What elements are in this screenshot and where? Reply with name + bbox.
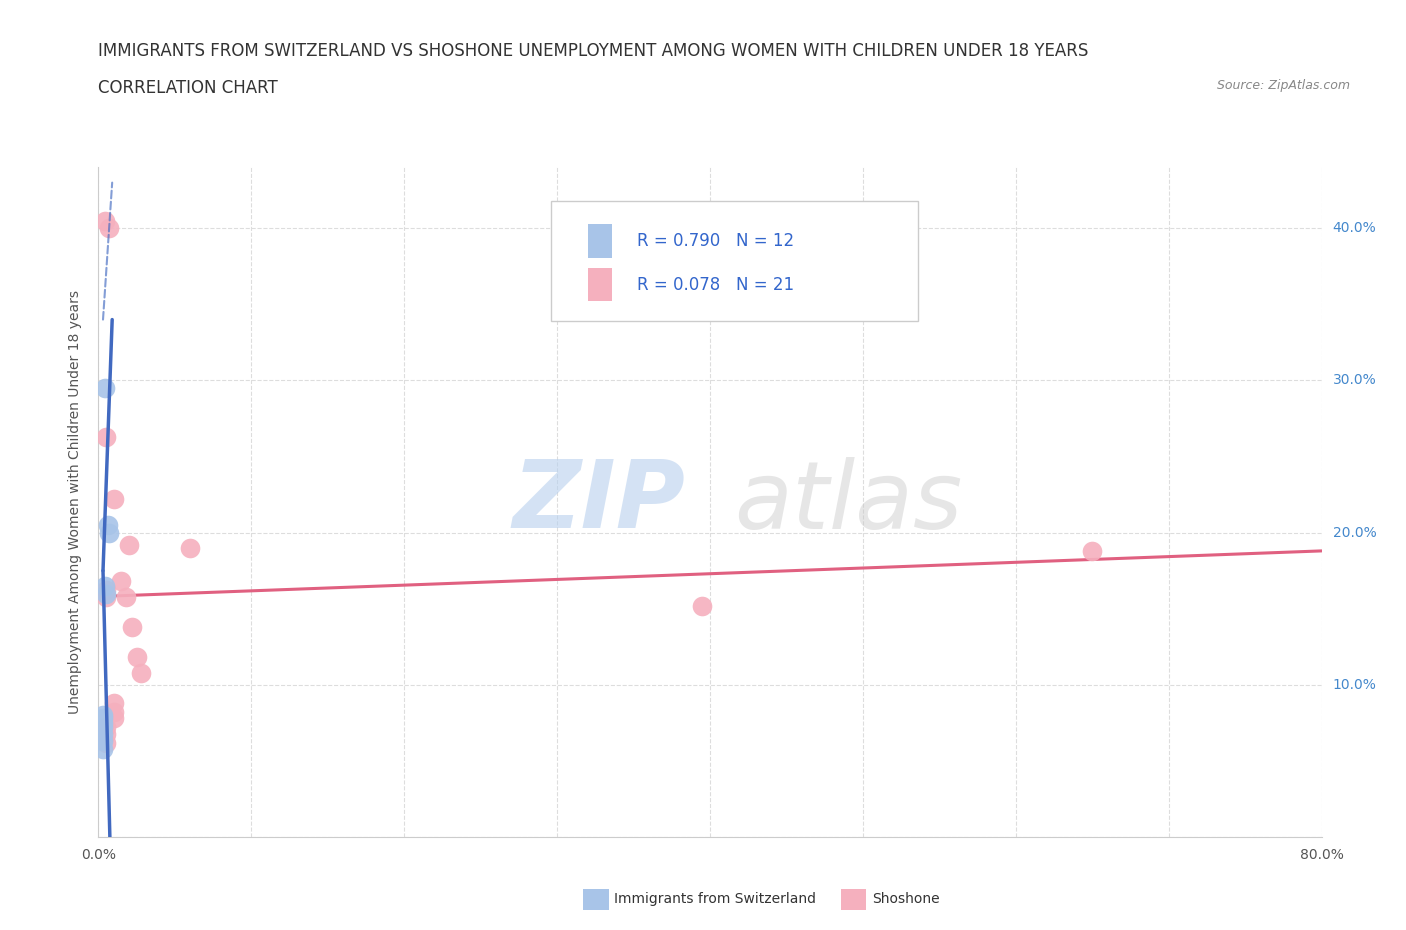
Point bbox=[91, 715, 114, 730]
Text: Shoshone: Shoshone bbox=[872, 892, 939, 907]
Point bbox=[91, 734, 114, 749]
Text: 20.0%: 20.0% bbox=[1333, 525, 1376, 539]
Text: R = 0.790   N = 12: R = 0.790 N = 12 bbox=[637, 232, 794, 250]
Point bbox=[103, 711, 125, 725]
Point bbox=[91, 708, 114, 723]
Text: IMMIGRANTS FROM SWITZERLAND VS SHOSHONE UNEMPLOYMENT AMONG WOMEN WITH CHILDREN U: IMMIGRANTS FROM SWITZERLAND VS SHOSHONE … bbox=[98, 42, 1088, 60]
Y-axis label: Unemployment Among Women with Children Under 18 years: Unemployment Among Women with Children U… bbox=[69, 290, 83, 714]
Point bbox=[91, 741, 114, 756]
Point bbox=[93, 578, 115, 593]
Text: CORRELATION CHART: CORRELATION CHART bbox=[98, 79, 278, 97]
Text: Source: ZipAtlas.com: Source: ZipAtlas.com bbox=[1216, 79, 1350, 92]
Point bbox=[94, 583, 117, 598]
Point bbox=[94, 720, 117, 735]
Point bbox=[103, 705, 125, 720]
Point bbox=[125, 650, 148, 665]
Point bbox=[103, 696, 125, 711]
Point bbox=[91, 726, 114, 741]
Point bbox=[94, 726, 117, 741]
FancyBboxPatch shape bbox=[588, 268, 612, 301]
Text: 80.0%: 80.0% bbox=[1299, 848, 1344, 862]
Point bbox=[97, 518, 120, 533]
FancyBboxPatch shape bbox=[588, 224, 612, 258]
Point bbox=[94, 430, 117, 445]
Point bbox=[692, 598, 714, 613]
Text: atlas: atlas bbox=[734, 457, 963, 548]
Text: R = 0.078   N = 21: R = 0.078 N = 21 bbox=[637, 275, 794, 294]
Point bbox=[103, 492, 125, 507]
Point bbox=[98, 220, 121, 235]
Point bbox=[94, 589, 117, 604]
Point bbox=[93, 213, 115, 228]
Text: 30.0%: 30.0% bbox=[1333, 374, 1376, 388]
Point bbox=[91, 711, 114, 725]
Point bbox=[94, 736, 117, 751]
Point bbox=[179, 540, 201, 555]
Text: 10.0%: 10.0% bbox=[1333, 678, 1376, 692]
Point bbox=[1081, 543, 1104, 558]
Point bbox=[129, 665, 152, 680]
Text: 0.0%: 0.0% bbox=[82, 848, 115, 862]
Point bbox=[121, 619, 143, 634]
Point bbox=[118, 538, 141, 552]
Point bbox=[110, 574, 132, 589]
Point bbox=[94, 586, 117, 601]
Text: ZIP: ZIP bbox=[513, 457, 686, 548]
Text: 40.0%: 40.0% bbox=[1333, 221, 1376, 235]
Text: Immigrants from Switzerland: Immigrants from Switzerland bbox=[614, 892, 817, 907]
Point bbox=[98, 525, 121, 540]
Point bbox=[115, 589, 138, 604]
FancyBboxPatch shape bbox=[551, 201, 918, 322]
Point bbox=[93, 380, 115, 395]
Point bbox=[91, 720, 114, 735]
